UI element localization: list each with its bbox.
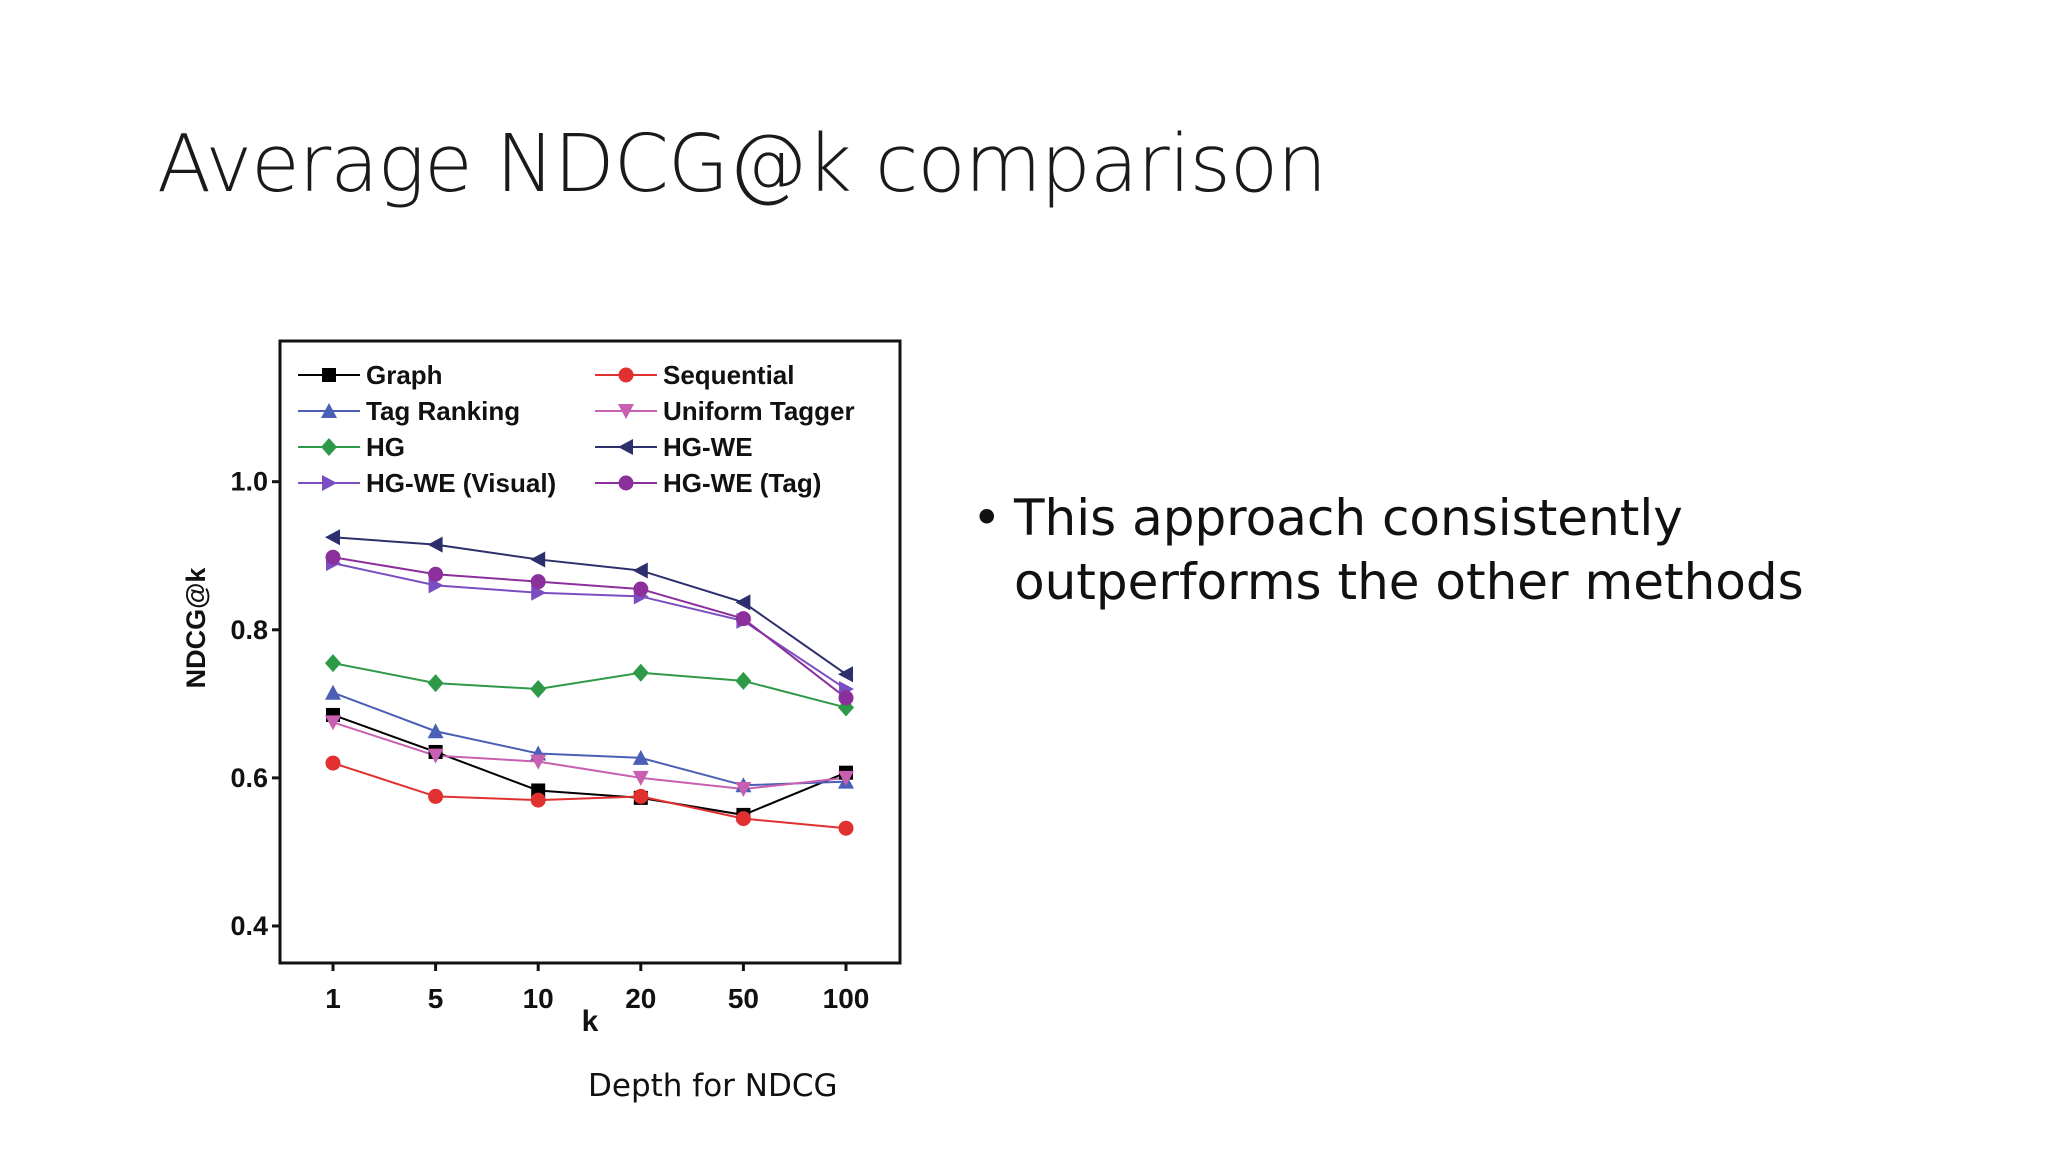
series-line-hg-we [332, 536, 847, 676]
data-point-uniform-tagger [735, 781, 752, 797]
data-point-uniform-tagger [530, 754, 547, 770]
data-point-tag-ranking [632, 749, 649, 765]
data-point-hg-we [838, 666, 853, 683]
data-point-hg-we-tag [838, 690, 854, 706]
data-point-hg-we-visual [428, 577, 444, 594]
data-point-hg-we [530, 551, 546, 568]
x-tick-label: 100 [823, 983, 870, 1014]
data-point-hg-we [632, 562, 648, 579]
bullet-marker: • [972, 489, 1002, 547]
series-lines [332, 536, 847, 830]
data-point-uniform-tagger [632, 770, 649, 786]
data-point-sequential [838, 820, 854, 836]
data-point-uniform-tagger [325, 715, 341, 731]
data-point-hg [325, 654, 341, 673]
legend-label-sequential: Sequential [663, 360, 794, 390]
data-point-hg-we-tag [530, 574, 546, 590]
series-line-graph [332, 713, 847, 816]
legend-marker-tag-ranking [321, 403, 337, 418]
x-axis-label: k [582, 1005, 599, 1038]
data-point-sequential [325, 755, 341, 771]
data-point-sequential [633, 788, 649, 804]
legend-label-hg-we: HG-WE [663, 432, 753, 462]
data-point-hg-we-tag [325, 549, 341, 565]
y-axis-label: NDCG@k [181, 567, 211, 689]
data-point-hg [735, 671, 752, 690]
data-point-tag-ranking [427, 723, 444, 739]
data-point-hg-we [325, 529, 340, 546]
data-point-hg-we-visual [531, 584, 547, 601]
data-point-hg-we-tag [735, 611, 751, 627]
series-line-hg [332, 662, 847, 709]
legend: Graph Sequential Tag Ranking Uniform Tagger… [298, 360, 855, 498]
legend-marker-hg-we-visual [322, 475, 337, 491]
legend-marker-sequential [618, 367, 634, 383]
data-point-sequential [530, 792, 546, 808]
data-point-hg-we-tag [633, 581, 649, 597]
plot-frame [278, 339, 902, 965]
series-line-hg-we-tag [332, 556, 847, 699]
data-point-hg [632, 663, 649, 682]
x-tick-label: 10 [523, 983, 554, 1014]
y-tick-label: 0.4 [230, 911, 268, 941]
legend-label-hg-we-visual: HG-WE (Visual) [366, 468, 556, 498]
legend-label-hg-we-tag: HG-WE (Tag) [663, 468, 821, 498]
x-tick-label: 5 [428, 983, 444, 1014]
legend-marker-hg-we-tag [618, 475, 634, 491]
bullet-text: This approach consistently outperforms t… [1014, 489, 1804, 611]
y-tick-label: 0.6 [230, 763, 268, 793]
axis-ticks: 0.4 0.6 0.8 1.0 1 5 10 20 50 100 [230, 467, 869, 1014]
series-line-tag-ranking [332, 691, 847, 787]
data-point-sequential [735, 811, 751, 827]
x-tick-label: 50 [728, 983, 759, 1014]
data-point-hg [530, 680, 547, 699]
data-point-sequential [428, 788, 444, 804]
data-point-tag-ranking [325, 684, 341, 700]
data-point-hg-we [735, 594, 751, 611]
data-point-uniform-tagger [838, 770, 854, 786]
series-line-uniform-tagger [332, 721, 847, 790]
data-point-hg [427, 674, 444, 693]
legend-label-hg: HG [366, 432, 405, 462]
legend-label-tag-ranking: Tag Ranking [366, 396, 520, 426]
slide-title: Average NDCG@k comparison [157, 118, 1327, 210]
ndcg-line-chart: 0.4 0.6 0.8 1.0 1 5 10 20 50 100 Graph Sequential T… [181, 339, 902, 1038]
series-markers [325, 529, 854, 836]
legend-label-uniform-tagger: Uniform Tagger [663, 396, 855, 426]
x-tick-label: 20 [625, 983, 656, 1014]
plot-area [278, 339, 902, 965]
data-point-uniform-tagger [427, 748, 444, 764]
legend-marker-graph [322, 368, 336, 382]
y-tick-label: 1.0 [230, 467, 268, 497]
legend-label-graph: Graph [366, 360, 443, 390]
chart-caption: Depth for NDCG [588, 1068, 838, 1104]
legend-marker-uniform-tagger [618, 404, 634, 419]
y-tick-label: 0.8 [230, 615, 268, 645]
series-line-sequential [332, 762, 847, 830]
bullet-point: • This approach consistently outperforms… [972, 486, 1872, 614]
x-tick-label: 1 [325, 983, 341, 1014]
data-point-hg-we-tag [428, 566, 444, 582]
legend-marker-hg-we [618, 439, 633, 455]
data-point-hg-we [427, 536, 443, 553]
legend-marker-hg [321, 438, 337, 456]
